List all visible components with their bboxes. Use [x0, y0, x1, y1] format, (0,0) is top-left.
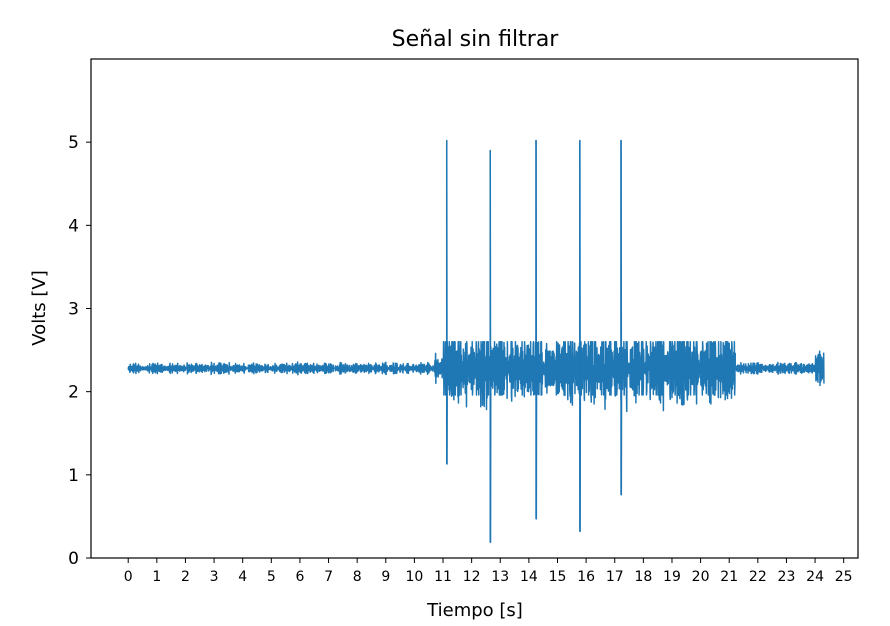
x-tick-label: 24 [806, 569, 824, 585]
chart-title: Señal sin filtrar [392, 27, 560, 52]
x-tick-label: 12 [463, 569, 481, 585]
x-tick-label: 14 [520, 569, 538, 585]
x-tick-label: 15 [549, 569, 567, 585]
x-tick-label: 19 [663, 569, 681, 585]
x-tick-label: 17 [606, 569, 624, 585]
x-tick-label: 22 [749, 569, 767, 585]
x-tick-label: 25 [835, 569, 853, 585]
x-tick-label: 11 [434, 569, 452, 585]
x-tick-label: 10 [405, 569, 423, 585]
y-tick-label: 5 [68, 133, 79, 153]
x-tick-label: 1 [152, 569, 161, 585]
x-tick-label: 3 [210, 569, 219, 585]
x-tick-label: 16 [577, 569, 595, 585]
y-tick-label: 0 [68, 549, 79, 569]
x-tick-label: 20 [692, 569, 710, 585]
x-tick-label: 18 [634, 569, 652, 585]
y-axis: 0 1 2 3 4 5 [68, 133, 91, 569]
x-tick-label: 23 [778, 569, 796, 585]
x-tick-label: 8 [353, 569, 362, 585]
x-tick-label: 4 [238, 569, 247, 585]
x-tick-label: 0 [124, 569, 133, 585]
y-tick-label: 2 [68, 383, 79, 403]
y-tick-label: 3 [68, 300, 79, 320]
x-tick-label: 6 [295, 569, 304, 585]
signal-line [127, 139, 825, 543]
x-tick-label: 5 [267, 569, 276, 585]
x-tick-label: 2 [181, 569, 190, 585]
y-axis-label: Volts [V] [29, 270, 50, 345]
x-tick-label: 7 [324, 569, 333, 585]
x-tick-label: 9 [381, 569, 390, 585]
x-axis-label: Tiempo [s] [426, 600, 523, 621]
y-tick-label: 1 [68, 466, 79, 486]
x-tick-label: 13 [491, 569, 509, 585]
plot-frame [90, 58, 859, 559]
x-axis: 0 1 2 3 4 5 6 7 8 9 10 11 12 13 14 15 16 17 18 19 20 21 22 23 24… [124, 558, 853, 585]
y-tick-label: 4 [68, 216, 79, 236]
plot-area [127, 139, 825, 543]
x-tick-label: 21 [720, 569, 738, 585]
